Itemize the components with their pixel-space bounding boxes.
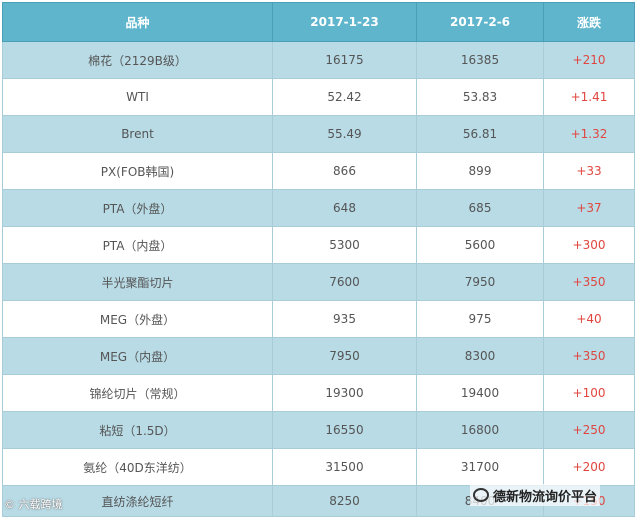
cell-price-1: 16550	[272, 411, 417, 449]
header-product: 品种	[2, 2, 273, 42]
cell-price-2: 8300	[416, 337, 544, 375]
cell-price-1: 7600	[272, 263, 417, 301]
table-row: 半光聚酯切片 7600 7950 +350	[2, 263, 635, 301]
cell-change: +100	[543, 374, 635, 412]
cell-product: MEG（外盘）	[2, 300, 273, 338]
table-row: 棉花（2129B级） 16175 16385 +210	[2, 41, 635, 79]
table-row: PTA（内盘） 5300 5600 +300	[2, 226, 635, 264]
cell-price-1: 55.49	[272, 115, 417, 153]
cell-price-2: 31700	[416, 448, 544, 486]
cell-price-1: 648	[272, 189, 417, 227]
cell-price-1: 19300	[272, 374, 417, 412]
cell-price-2: 16800	[416, 411, 544, 449]
table-row: MEG（外盘） 935 975 +40	[2, 300, 635, 338]
wechat-icon	[473, 488, 489, 502]
cell-product: PTA（外盘）	[2, 189, 273, 227]
table-row: MEG（内盘） 7950 8300 +350	[2, 337, 635, 375]
cell-change: +200	[543, 448, 635, 486]
cell-price-2: 16385	[416, 41, 544, 79]
cell-change: +33	[543, 152, 635, 190]
watermark-right: 德新物流询价平台	[470, 484, 601, 506]
cell-product: 粘短（1.5D）	[2, 411, 273, 449]
table-row: 粘短（1.5D） 16550 16800 +250	[2, 411, 635, 449]
cell-change: +210	[543, 41, 635, 79]
cell-price-2: 899	[416, 152, 544, 190]
cell-price-1: 16175	[272, 41, 417, 79]
cell-change: +40	[543, 300, 635, 338]
cell-product: 半光聚酯切片	[2, 263, 273, 301]
cell-price-2: 19400	[416, 374, 544, 412]
cell-change: +37	[543, 189, 635, 227]
cell-price-1: 935	[272, 300, 417, 338]
cell-product: 直纺涤纶短纤	[2, 485, 273, 517]
cell-product: PTA（内盘）	[2, 226, 273, 264]
cell-price-2: 7950	[416, 263, 544, 301]
header-row: 品种 2017-1-23 2017-2-6 涨跌	[2, 2, 635, 42]
cell-change: +250	[543, 411, 635, 449]
watermark-left: © 六载跨境	[4, 498, 63, 511]
watermark-right-text: 德新物流询价平台	[493, 489, 598, 505]
cell-change: +350	[543, 263, 635, 301]
cell-price-1: 8250	[272, 485, 417, 517]
cell-product: Brent	[2, 115, 273, 153]
header-date-1: 2017-1-23	[272, 2, 417, 42]
cell-price-2: 53.83	[416, 78, 544, 116]
header-date-2: 2017-2-6	[416, 2, 544, 42]
cell-price-2: 56.81	[416, 115, 544, 153]
cell-price-1: 7950	[272, 337, 417, 375]
cell-price-1: 31500	[272, 448, 417, 486]
cell-price-2: 685	[416, 189, 544, 227]
cell-price-1: 5300	[272, 226, 417, 264]
table-row: 锦纶切片（常规） 19300 19400 +100	[2, 374, 635, 412]
cell-change: +350	[543, 337, 635, 375]
table-row: Brent 55.49 56.81 +1.32	[2, 115, 635, 153]
cell-product: PX(FOB韩国)	[2, 152, 273, 190]
cell-product: 氨纶（40D东洋纺）	[2, 448, 273, 486]
cell-change: +300	[543, 226, 635, 264]
cell-price-2: 975	[416, 300, 544, 338]
cell-price-1: 52.42	[272, 78, 417, 116]
table-row: WTI 52.42 53.83 +1.41	[2, 78, 635, 116]
header-change: 涨跌	[543, 2, 635, 42]
table-row: PTA（外盘） 648 685 +37	[2, 189, 635, 227]
cell-product: MEG（内盘）	[2, 337, 273, 375]
cell-price-2: 5600	[416, 226, 544, 264]
table-row: PX(FOB韩国) 866 899 +33	[2, 152, 635, 190]
cell-product: 锦纶切片（常规）	[2, 374, 273, 412]
cell-product: WTI	[2, 78, 273, 116]
cell-change: +1.41	[543, 78, 635, 116]
table-row: 氨纶（40D东洋纺） 31500 31700 +200	[2, 448, 635, 486]
cell-product: 棉花（2129B级）	[2, 41, 273, 79]
cell-price-1: 866	[272, 152, 417, 190]
cell-change: +1.32	[543, 115, 635, 153]
